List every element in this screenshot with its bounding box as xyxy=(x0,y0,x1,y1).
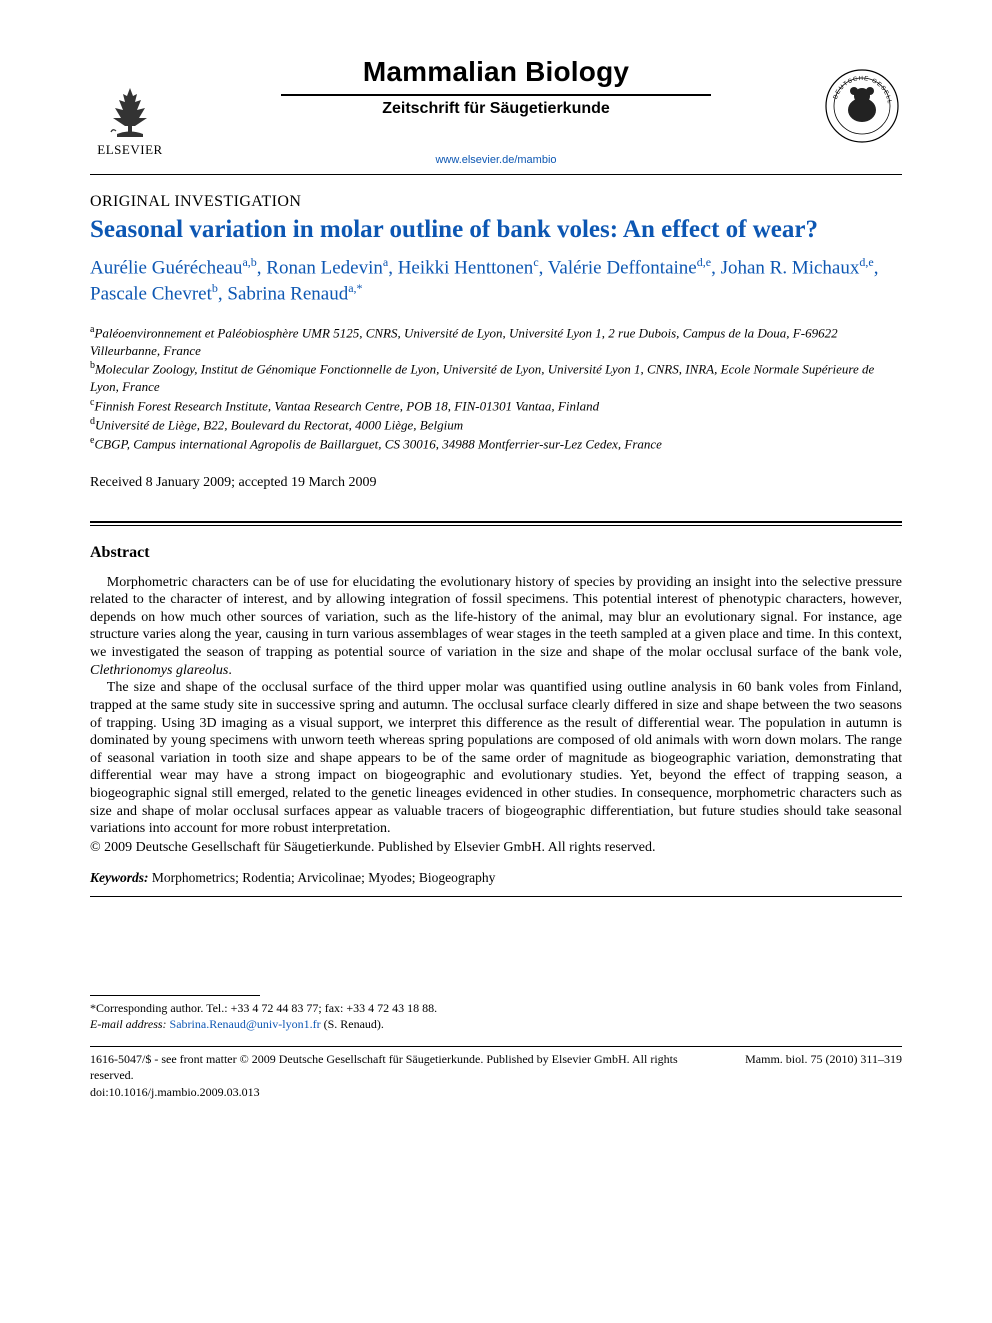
journal-masthead: Mammalian Biology Zeitschrift für Säuget… xyxy=(170,56,822,166)
footer-left: 1616-5047/$ - see front matter © 2009 De… xyxy=(90,1051,710,1100)
affiliation-d: dUniversité de Liège, B22, Boulevard du … xyxy=(90,415,902,434)
corresponding-email[interactable]: Sabrina.Renaud@univ-lyon1.fr xyxy=(170,1017,321,1031)
abstract-rule-bottom xyxy=(90,896,902,897)
keywords-label: Keywords: xyxy=(90,870,149,885)
corresponding-author-note: *Corresponding author. Tel.: +33 4 72 44… xyxy=(90,1000,902,1016)
abstract-heading: Abstract xyxy=(90,544,902,562)
author-list: Aurélie Guérécheaua,b, Ronan Ledevina, H… xyxy=(90,255,902,307)
footer-citation: Mamm. biol. 75 (2010) 311–319 xyxy=(745,1051,902,1100)
abstract-rule-mid xyxy=(90,525,902,526)
publisher-name: ELSEVIER xyxy=(97,142,162,158)
abstract-body: Morphometric characters can be of use fo… xyxy=(90,574,902,838)
affiliation-c: cFinnish Forest Research Institute, Vant… xyxy=(90,396,902,415)
email-suffix: (S. Renaud). xyxy=(321,1017,384,1031)
email-label: E-mail address: xyxy=(90,1017,167,1031)
issn-copyright-line: 1616-5047/$ - see front matter © 2009 De… xyxy=(90,1051,710,1083)
affiliation-a: aPaléoenvironnement et Paléobiosphère UM… xyxy=(90,323,902,359)
abstract-rule-top xyxy=(90,521,902,523)
email-line: E-mail address: Sabrina.Renaud@univ-lyon… xyxy=(90,1016,902,1032)
footnotes: *Corresponding author. Tel.: +33 4 72 44… xyxy=(90,1000,902,1032)
article-title: Seasonal variation in molar outline of b… xyxy=(90,215,902,245)
journal-rule xyxy=(281,94,711,96)
abstract-paragraph-2: The size and shape of the occlusal surfa… xyxy=(90,679,902,838)
abstract-paragraph-1: Morphometric characters can be of use fo… xyxy=(90,574,902,680)
article-dates: Received 8 January 2009; accepted 19 Mar… xyxy=(90,475,902,491)
affiliation-b: bMolecular Zoology, Institut de Génomiqu… xyxy=(90,359,902,395)
elsevier-tree-icon xyxy=(103,82,157,140)
publisher-logo: ELSEVIER xyxy=(90,82,170,158)
page-header: ELSEVIER Mammalian Biology Zeitschrift f… xyxy=(90,56,902,166)
keywords-list: Morphometrics; Rodentia; Arvicolinae; My… xyxy=(149,870,496,885)
affiliations: aPaléoenvironnement et Paléobiosphère UM… xyxy=(90,323,902,452)
footnote-separator xyxy=(90,995,260,996)
journal-link[interactable]: www.elsevier.de/mambio xyxy=(178,154,814,166)
society-logo: DEUTSCHE GESELLSCHAFT xyxy=(822,66,902,151)
keywords: Keywords: Morphometrics; Rodentia; Arvic… xyxy=(90,870,902,886)
page-footer: 1616-5047/$ - see front matter © 2009 De… xyxy=(90,1051,902,1100)
society-seal-icon: DEUTSCHE GESELLSCHAFT xyxy=(822,66,902,146)
header-rule xyxy=(90,174,902,175)
footer-rule xyxy=(90,1046,902,1047)
journal-subtitle: Zeitschrift für Säugetierkunde xyxy=(178,100,814,118)
abstract-copyright: © 2009 Deutsche Gesellschaft für Säugeti… xyxy=(90,840,902,856)
journal-title: Mammalian Biology xyxy=(178,56,814,88)
doi-line: doi:10.1016/j.mambio.2009.03.013 xyxy=(90,1084,710,1100)
article-type: ORIGINAL INVESTIGATION xyxy=(90,193,902,211)
affiliation-e: eCBGP, Campus international Agropolis de… xyxy=(90,434,902,453)
